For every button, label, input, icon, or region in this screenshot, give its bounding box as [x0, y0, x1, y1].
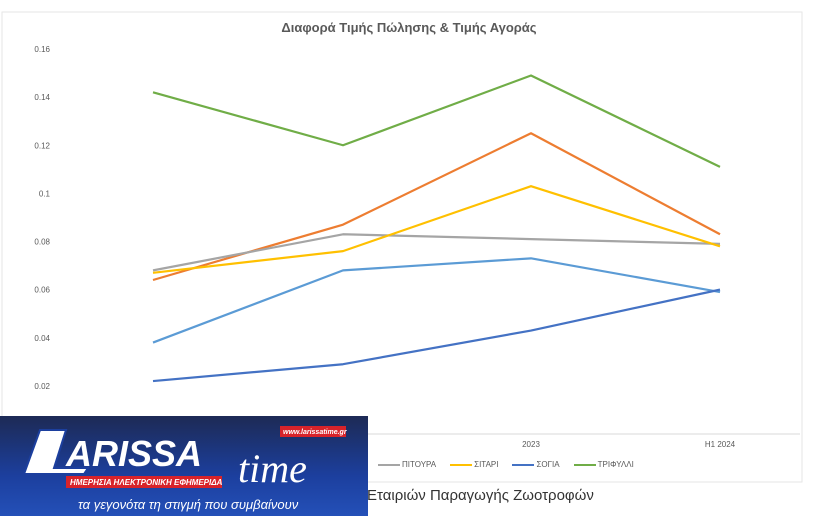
- y-tick-label: 0.02: [34, 382, 50, 391]
- legend-swatch: [512, 463, 535, 466]
- legend-item: ΣΟΓΙΑ: [512, 460, 560, 469]
- logo-graphic: ARISSA time ΗΜΕΡΗΣΙΑ ΗΛΕΚΤΡΟΝΙΚΗ ΕΦΗΜΕΡΙ…: [22, 426, 348, 512]
- legend-item: ΤΡΙΦΥΛΛΙ: [573, 460, 634, 469]
- legend-item: ΣΙΤΑΡΙ: [450, 460, 498, 469]
- y-tick-label: 0.1: [39, 189, 51, 198]
- svg-text:www.larissatime.gr: www.larissatime.gr: [283, 429, 348, 436]
- x-tick-label: H1 2024: [705, 440, 736, 449]
- series-line: [152, 74, 721, 168]
- legend-label: ΤΡΙΦΥΛΛΙ: [597, 460, 634, 469]
- chart-title: Διαφορά Τιμής Πώλησης & Τιμής Αγοράς: [281, 20, 537, 35]
- y-tick-label: 0.08: [34, 238, 50, 247]
- svg-text:time: time: [238, 446, 307, 491]
- y-tick-label: 0.12: [34, 141, 50, 150]
- caption: Εταιριών Παραγωγής Ζωοτροφών: [367, 487, 594, 504]
- series-line: [152, 257, 721, 344]
- x-tick-label: 2023: [522, 440, 540, 449]
- series-line: [152, 233, 721, 272]
- y-tick-label: 0.06: [34, 286, 50, 295]
- svg-text:τα γεγονότα τη στιγμή που συμβ: τα γεγονότα τη στιγμή που συμβαίνουν: [78, 497, 299, 512]
- legend: ΠΙΤΟΥΡΑ ΣΙΤΑΡΙ ΣΟΓΙΑ ΤΡΙΦΥΛΛΙ: [378, 460, 634, 469]
- legend-swatch: [573, 463, 596, 466]
- svg-text:ARISSA: ARISSA: [65, 433, 202, 474]
- series-line: [152, 288, 721, 383]
- y-tick-label: 0.04: [34, 334, 50, 343]
- legend-label: ΣΟΓΙΑ: [536, 460, 560, 469]
- larissatime-logo: ARISSA time ΗΜΕΡΗΣΙΑ ΗΛΕΚΤΡΟΝΙΚΗ ΕΦΗΜΕΡΙ…: [0, 416, 368, 516]
- legend-label: ΣΙΤΑΡΙ: [474, 460, 499, 469]
- legend-swatch: [378, 463, 400, 466]
- y-tick-label: 0.16: [34, 45, 50, 54]
- legend-swatch: [450, 463, 473, 466]
- y-tick-label: 0.14: [34, 93, 50, 102]
- svg-text:ΗΜΕΡΗΣΙΑ ΗΛΕΚΤΡΟΝΙΚΗ ΕΦΗΜΕΡΙΔΑ: ΗΜΕΡΗΣΙΑ ΗΛΕΚΤΡΟΝΙΚΗ ΕΦΗΜΕΡΙΔΑ: [70, 478, 223, 487]
- series-line: [152, 185, 721, 274]
- series-line: [152, 132, 721, 282]
- legend-item: ΠΙΤΟΥΡΑ: [378, 460, 436, 469]
- legend-label: ΠΙΤΟΥΡΑ: [402, 460, 437, 469]
- chart-border: [1, 11, 803, 483]
